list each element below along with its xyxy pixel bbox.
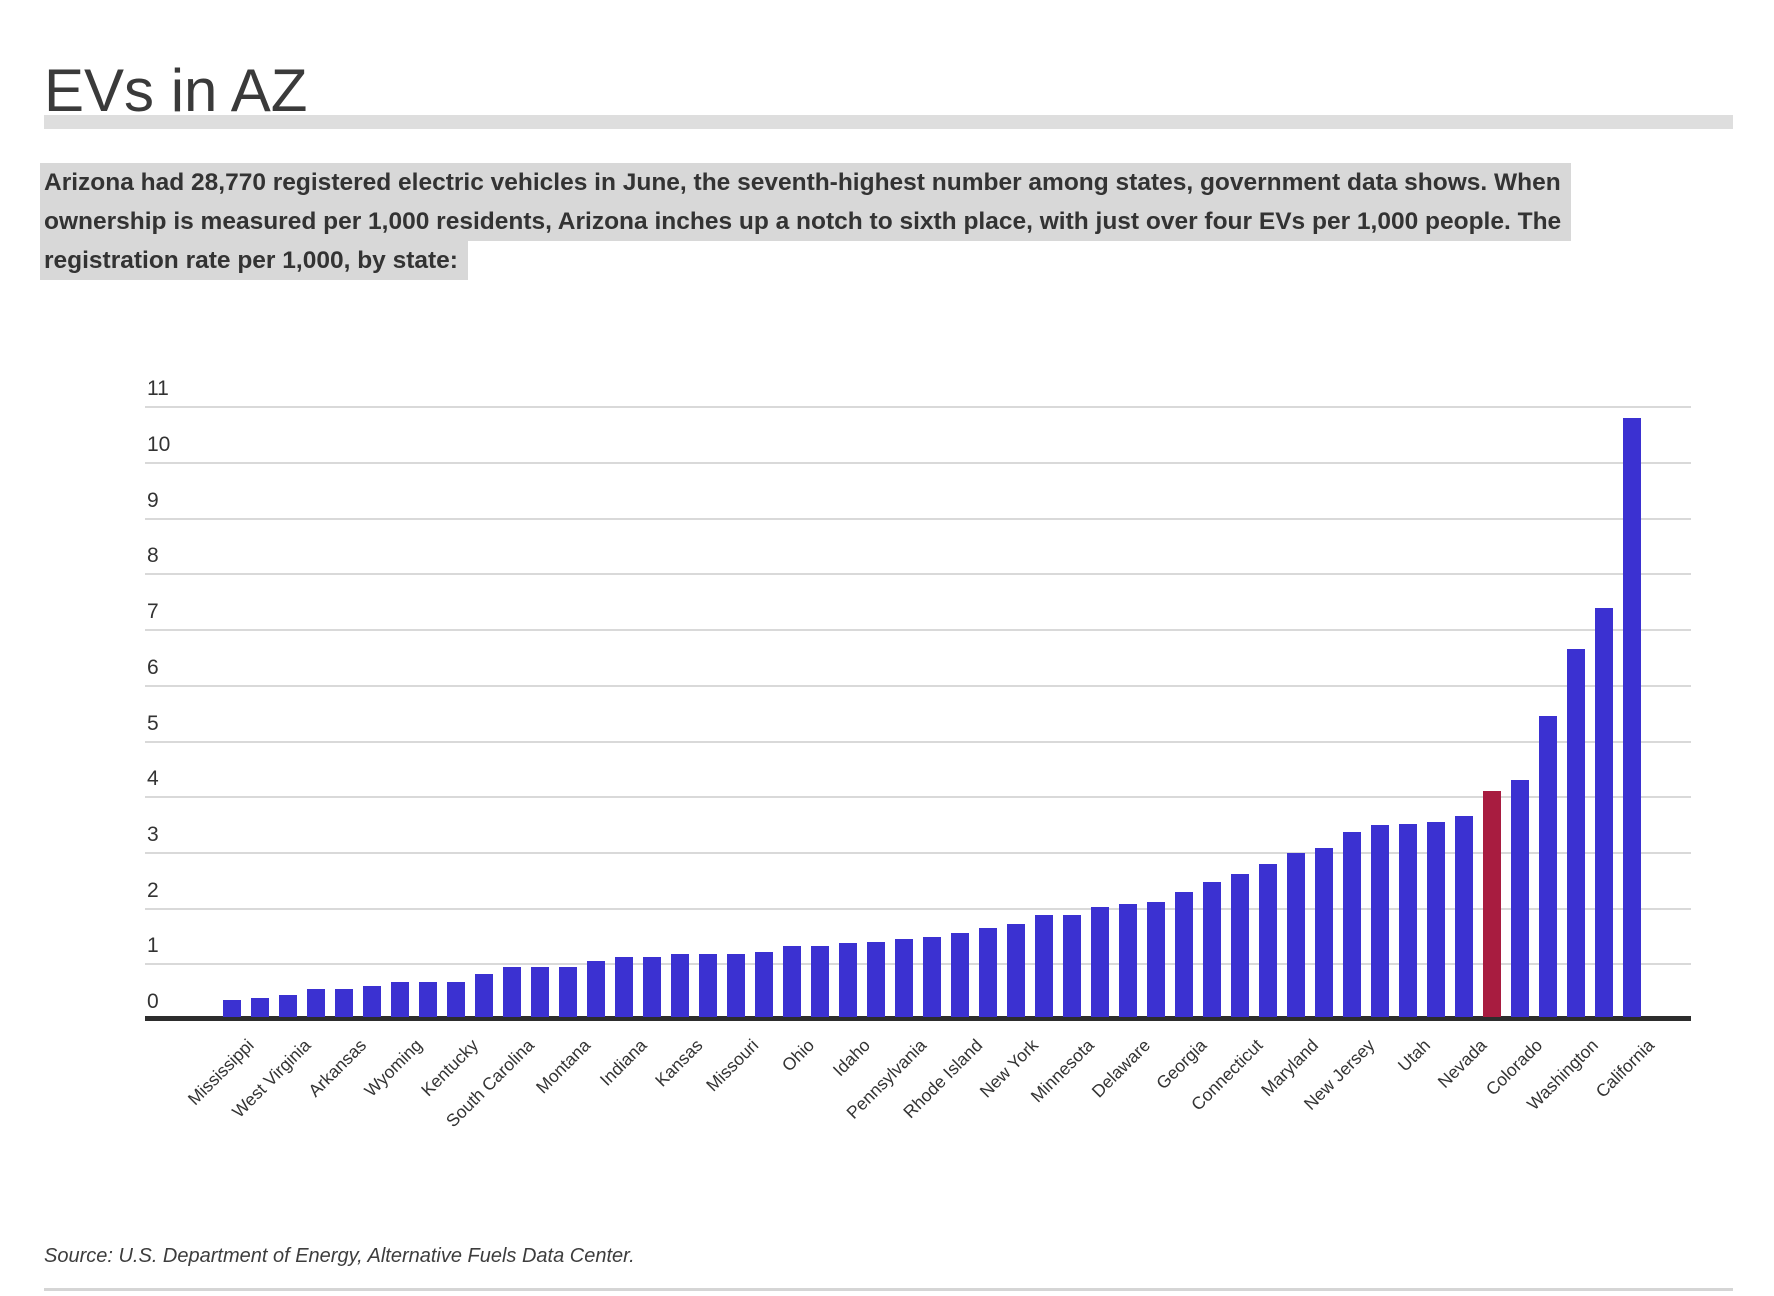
bar-georgia xyxy=(1175,892,1193,1017)
bar-missouri xyxy=(727,953,745,1017)
x-tick-label: Ohio xyxy=(777,1035,819,1076)
bar-state-26 xyxy=(923,937,941,1017)
bar-state-2 xyxy=(251,997,269,1017)
bar-utah xyxy=(1399,824,1417,1017)
y-gridline xyxy=(145,462,1691,464)
bar-state-6 xyxy=(363,986,381,1017)
page-title: EVs in AZ xyxy=(44,57,308,125)
y-tick-label: 8 xyxy=(147,544,159,568)
intro-paragraph: Arizona had 28,770 registered electric v… xyxy=(40,163,1740,280)
x-tick-label: Idaho xyxy=(829,1035,875,1081)
x-tick-label: Arkansas xyxy=(304,1035,371,1101)
bar-state-10 xyxy=(475,974,493,1017)
header-divider xyxy=(44,115,1733,129)
footer-divider xyxy=(44,1288,1733,1291)
bar-state-44 xyxy=(1427,822,1445,1017)
y-tick-label: 7 xyxy=(147,600,159,624)
y-tick-label: 9 xyxy=(147,488,159,512)
x-tick-label: Indiana xyxy=(595,1035,651,1090)
bar-wyoming xyxy=(391,982,409,1017)
intro-line-text: Arizona had 28,770 registered electric v… xyxy=(40,163,1571,202)
bar-indiana xyxy=(615,956,633,1017)
bar-arkansas xyxy=(335,989,353,1017)
bar-pennsylvania xyxy=(895,939,913,1017)
y-gridline xyxy=(145,517,1691,520)
y-tick-label: 10 xyxy=(147,433,171,456)
bar-state-8 xyxy=(419,982,437,1017)
y-gridline xyxy=(145,740,1691,743)
bar-washington xyxy=(1567,649,1585,1017)
bar-state-38 xyxy=(1259,864,1277,1017)
bar-state-20 xyxy=(755,951,773,1017)
x-tick-label: Missouri xyxy=(701,1035,763,1096)
bar-south-carolina xyxy=(503,966,521,1017)
intro-line-text: ownership is measured per 1,000 resident… xyxy=(40,202,1572,241)
bar-state-40 xyxy=(1315,848,1333,1017)
x-tick-label: Utah xyxy=(1393,1035,1435,1076)
bar-west-virginia xyxy=(279,994,297,1017)
y-tick-label: 1 xyxy=(147,934,159,958)
y-tick-label: 3 xyxy=(147,822,159,846)
bar-maryland xyxy=(1287,852,1305,1017)
x-tick-label: Montana xyxy=(531,1035,595,1098)
y-tick-label: 11 xyxy=(147,377,169,401)
y-tick-label: 5 xyxy=(147,711,159,735)
bar-state-32 xyxy=(1091,906,1109,1017)
bar-state-34 xyxy=(1147,902,1165,1017)
y-gridline xyxy=(145,684,1691,687)
bar-connecticut xyxy=(1231,874,1249,1017)
y-tick-label: 0 xyxy=(147,990,159,1013)
y-gridline xyxy=(145,963,1691,966)
x-tick-label: Delaware xyxy=(1087,1035,1155,1102)
bar-state-22 xyxy=(811,945,829,1017)
bar-mississippi xyxy=(223,1000,241,1017)
bar-state-24 xyxy=(867,941,885,1017)
x-tick-label: Kansas xyxy=(650,1035,707,1091)
x-tick-label: Wyoming xyxy=(360,1035,427,1101)
bar-state-12 xyxy=(531,966,549,1017)
bar-arizona xyxy=(1483,791,1501,1017)
bar-state-14 xyxy=(587,961,605,1017)
x-tick-label: California xyxy=(1591,1035,1659,1102)
bar-delaware xyxy=(1119,903,1137,1017)
bar-ohio xyxy=(783,945,801,1017)
bar-california xyxy=(1623,418,1641,1017)
bar-montana xyxy=(559,966,577,1017)
y-tick-label: 4 xyxy=(147,767,159,791)
bar-state-18 xyxy=(699,954,717,1017)
bar-idaho xyxy=(839,943,857,1017)
bar-state-36 xyxy=(1203,882,1221,1017)
bar-nevada xyxy=(1455,816,1473,1017)
bar-new-jersey xyxy=(1343,832,1361,1017)
intro-line: registration rate per 1,000, by state: xyxy=(40,241,1740,280)
bar-new-york xyxy=(1007,923,1025,1017)
bar-kentucky xyxy=(447,982,465,1017)
y-gridline xyxy=(145,406,1691,409)
bar-rhode-island xyxy=(951,933,969,1017)
y-gridline xyxy=(145,851,1691,854)
y-gridline xyxy=(145,796,1691,799)
y-gridline xyxy=(145,573,1691,576)
source-note: Source: U.S. Department of Energy, Alter… xyxy=(44,1245,635,1267)
bar-state-4 xyxy=(307,989,325,1017)
intro-line-text: registration rate per 1,000, by state: xyxy=(40,241,468,280)
bar-state-50 xyxy=(1595,607,1613,1017)
plot-area: 0 1 2 3 4 5 6 7 8 9 10 11 Mississippi West Virginia Ar… xyxy=(145,345,1691,1131)
x-axis-line xyxy=(145,1016,1691,1021)
y-gridline xyxy=(145,629,1691,632)
bar-state-28 xyxy=(979,927,997,1017)
bar-state-48 xyxy=(1539,716,1557,1017)
bar-minnesota xyxy=(1063,914,1081,1017)
y-tick-label: 6 xyxy=(147,655,159,679)
bar-state-30 xyxy=(1035,915,1053,1017)
bar-state-16 xyxy=(643,956,661,1017)
y-gridline xyxy=(145,907,1691,910)
intro-line: Arizona had 28,770 registered electric v… xyxy=(40,163,1740,202)
intro-line: ownership is measured per 1,000 resident… xyxy=(40,202,1740,241)
y-tick-label: 2 xyxy=(147,878,159,902)
bar-colorado xyxy=(1511,780,1529,1017)
bar-state-42 xyxy=(1371,824,1389,1017)
bar-kansas xyxy=(671,954,689,1017)
